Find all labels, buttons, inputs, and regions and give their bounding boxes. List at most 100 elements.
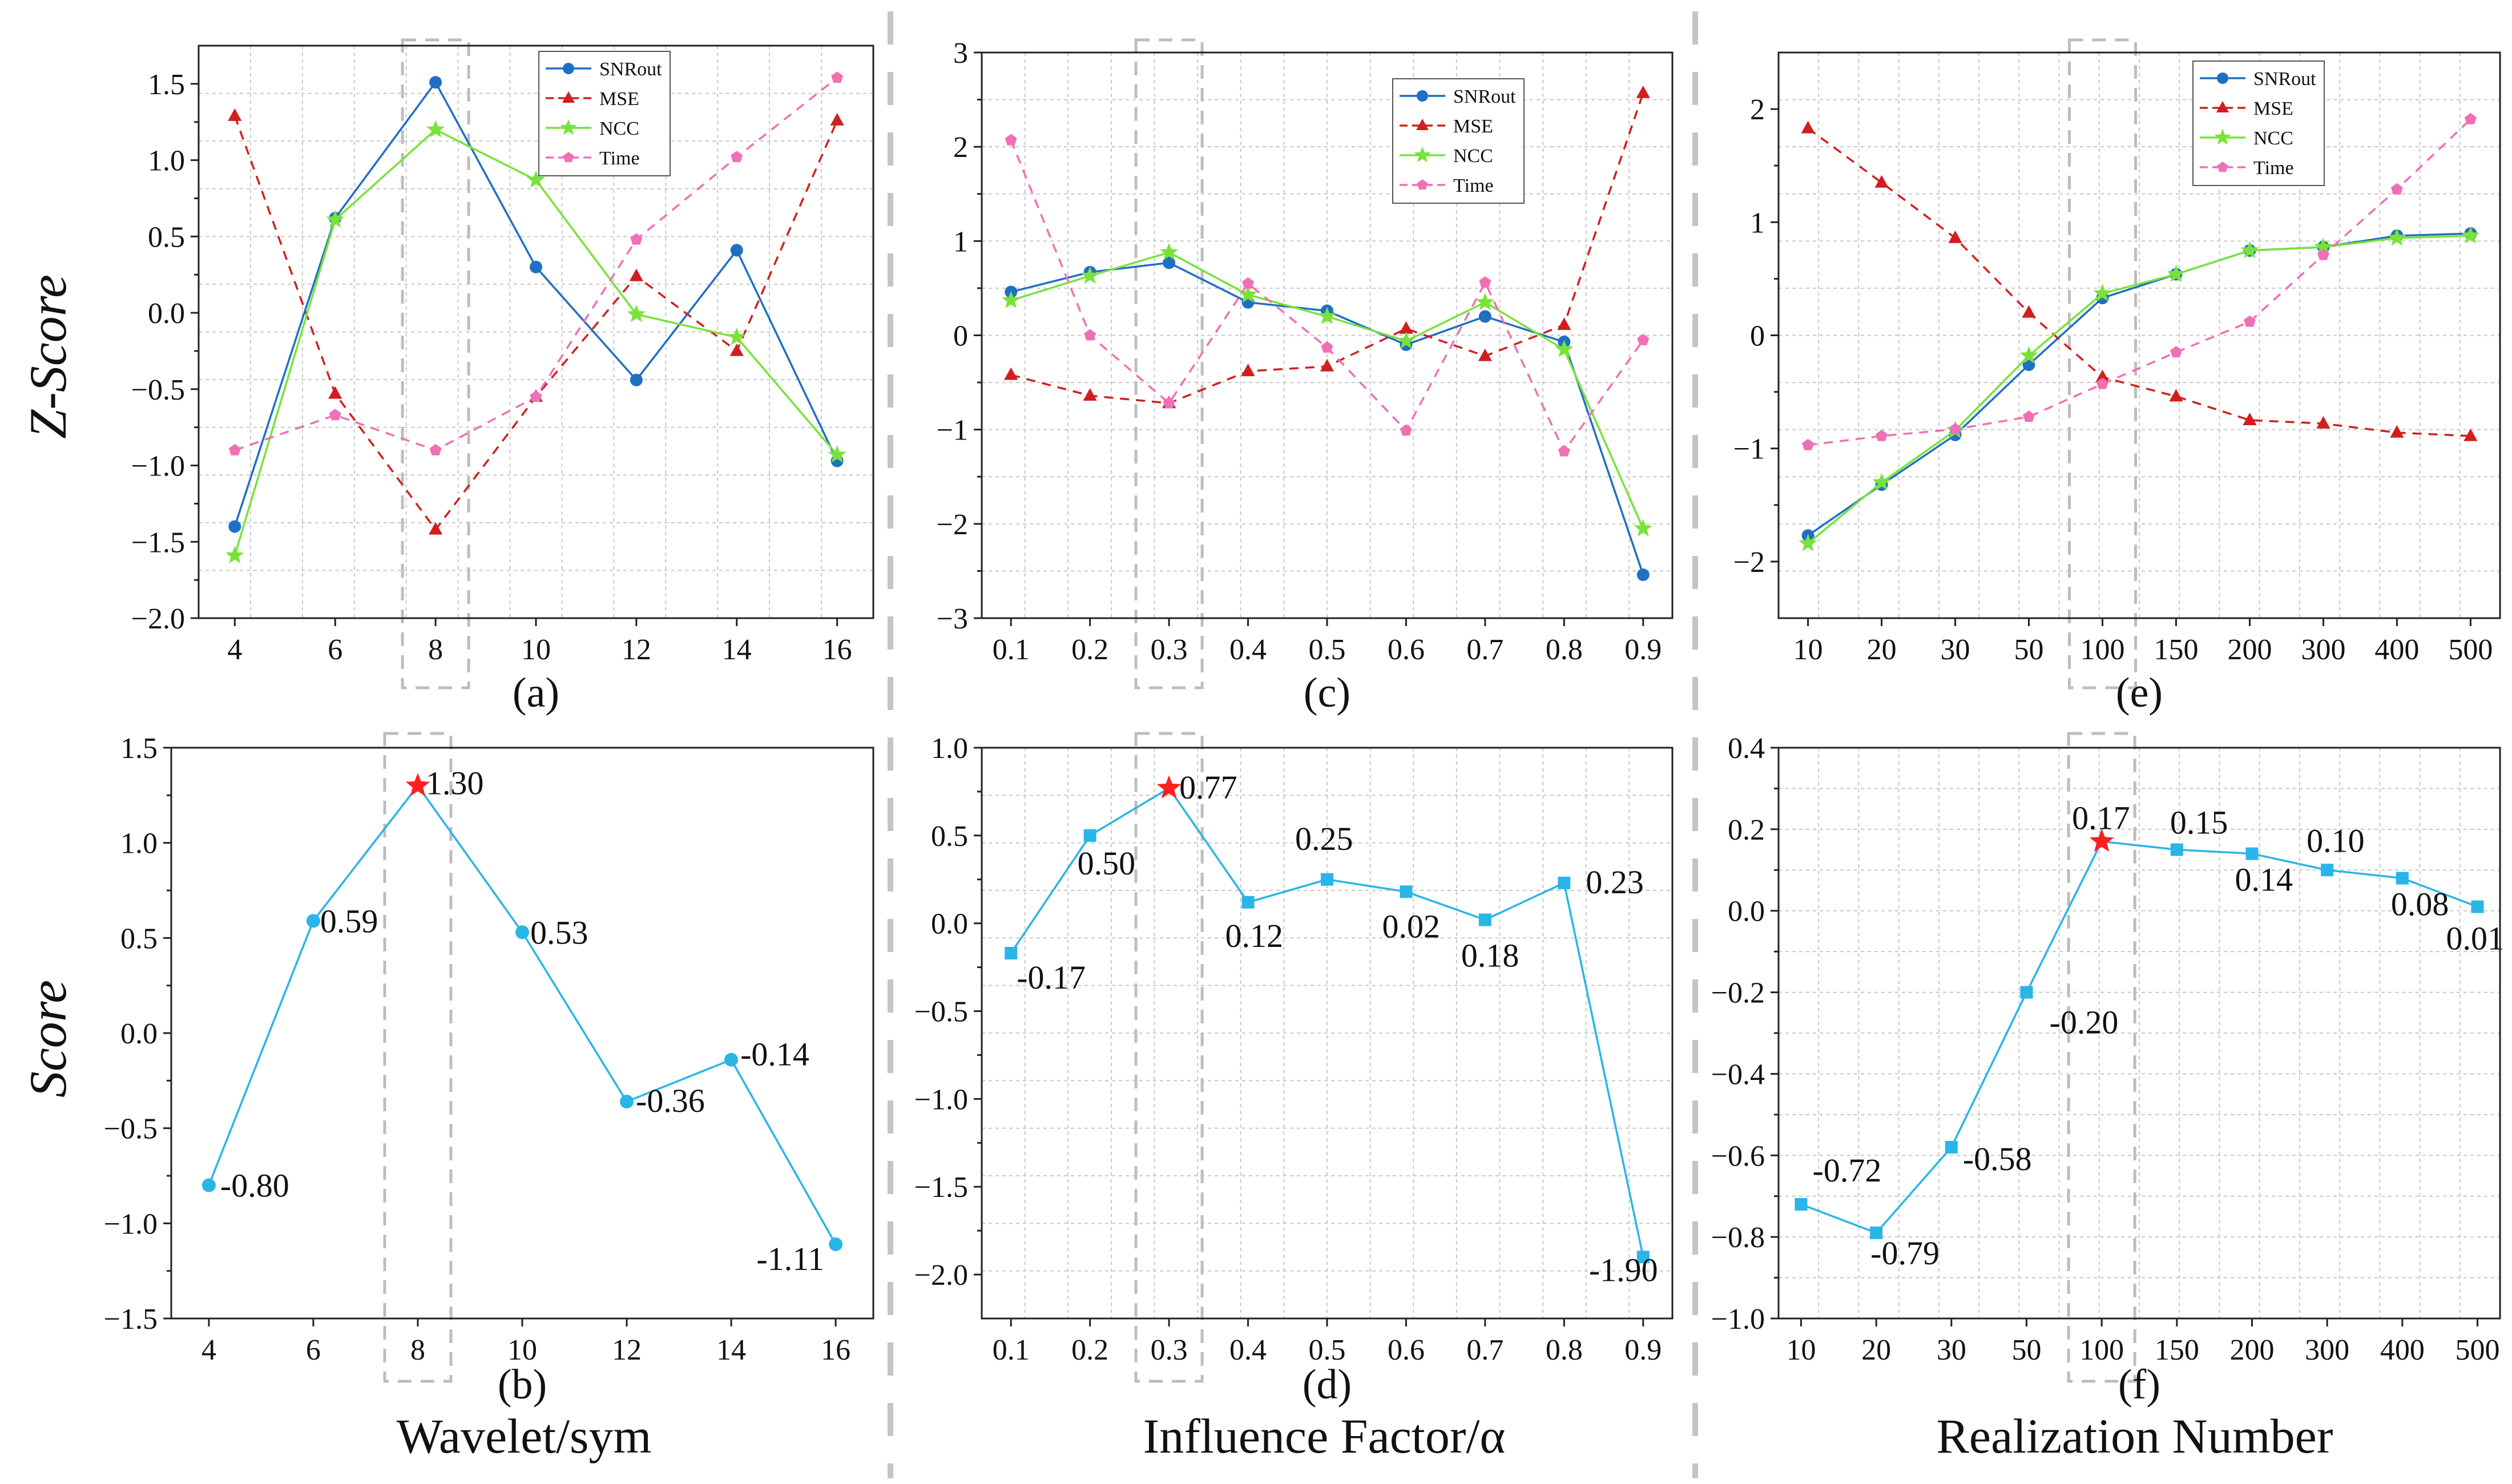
x-tick-label: 30 — [1941, 634, 1970, 666]
data-point-mse — [1801, 120, 1815, 134]
series-line-mse — [1807, 127, 2471, 437]
highlight-box — [2068, 38, 2138, 689]
data-point-score — [2396, 872, 2409, 885]
y-tick-label: −1.0 — [131, 450, 185, 483]
y-tick-label: 0.2 — [1728, 814, 1765, 846]
panel-a: −2.0 −1.5 −1.0 −0.5 0.0 0.5 1.0 1.5 4 6 8 10 12 14 16 (… — [131, 38, 874, 716]
data-point-ncc — [2240, 241, 2259, 259]
data-point-score — [1005, 947, 1018, 959]
panel-c: −3 −2 −1 0 1 2 3 0.1 0.2 0.3 0.4 0.5 0.6 0.7 0.8 0.9 (c)… — [937, 37, 1674, 716]
data-point-mse — [328, 386, 342, 399]
legend-label-snrout: SNRout — [2253, 68, 2316, 90]
x-tick-label: 10 — [1793, 634, 1823, 666]
x-tick-label: 12 — [612, 1334, 642, 1366]
data-point-time — [1084, 329, 1096, 341]
data-label: -1.11 — [756, 1240, 824, 1277]
x-tick-label: 10 — [1787, 1334, 1816, 1366]
data-point-score — [2170, 843, 2183, 856]
data-point-time — [1321, 341, 1333, 353]
x-tick-label: 14 — [716, 1334, 746, 1366]
x-tick-label: 0.4 — [1229, 634, 1267, 666]
y-tick-label: 0.0 — [1728, 896, 1765, 928]
x-tick-label: 20 — [1867, 634, 1897, 666]
x-tick-label: 12 — [622, 634, 651, 666]
panel-label: (b) — [498, 1361, 547, 1408]
data-point-score — [2321, 864, 2334, 877]
data-point-score — [2020, 986, 2033, 999]
y-tick-label: −1 — [937, 414, 968, 447]
data-point-score — [1241, 896, 1255, 909]
x-tick-label: 16 — [821, 1334, 850, 1366]
data-label: 0.77 — [1179, 769, 1237, 806]
legend-label-mse: MSE — [599, 88, 639, 110]
data-point-ncc — [1799, 534, 1817, 551]
legend-label-mse: MSE — [2253, 98, 2293, 119]
x-tick-label: 8 — [428, 634, 443, 666]
data-point-time — [2391, 183, 2403, 195]
legend: SNRout MSE NCC Time — [1392, 78, 1525, 204]
y-tick-label: −1.0 — [914, 1083, 968, 1116]
data-point-mse — [1874, 175, 1889, 188]
data-point-snrout — [530, 260, 542, 273]
series-mse — [1801, 120, 2478, 441]
data-point-score — [201, 1178, 216, 1192]
data-point-mse — [1004, 367, 1018, 380]
data-point-ncc — [2167, 264, 2186, 283]
legend-label-mse: MSE — [1453, 116, 1493, 137]
y-tick-label: 0.0 — [931, 908, 968, 941]
y-tick-label: 0.0 — [148, 297, 185, 330]
series-ncc — [225, 120, 846, 563]
y-tick-label: 1 — [1750, 207, 1765, 239]
y-tick-label: −1.0 — [104, 1208, 158, 1240]
data-point-mse — [2095, 369, 2110, 382]
grid-lines — [199, 46, 873, 618]
data-point-mse — [1478, 348, 1492, 361]
data-point-mse — [629, 268, 643, 281]
y-tick-label: −1.5 — [914, 1171, 968, 1204]
data-point-ncc — [2019, 346, 2038, 364]
data-point-ncc — [627, 304, 646, 322]
data-label: -0.80 — [220, 1167, 289, 1204]
panel-label: (f) — [2118, 1361, 2160, 1408]
legend: SNRout MSE NCC Time — [538, 51, 671, 176]
data-point-snrout — [228, 520, 241, 533]
data-point-mse — [2169, 389, 2183, 402]
highlight-box — [383, 732, 453, 1383]
data-point-mse — [1948, 230, 1962, 243]
x-tick-label: 30 — [1937, 1334, 1966, 1366]
y-tick-label: −0.5 — [104, 1113, 158, 1146]
series-time — [1802, 112, 2477, 450]
y-tick-label: −2.0 — [131, 603, 185, 635]
legend-box — [538, 51, 671, 176]
x-tick-label: 50 — [2014, 634, 2044, 666]
data-point-mse — [729, 343, 744, 356]
data-point-time — [1400, 424, 1412, 436]
series-line-snrout — [1807, 232, 2471, 537]
legend-marker-snrout — [1417, 90, 1428, 102]
legend-label-time: Time — [599, 148, 640, 169]
data-label: -0.79 — [1870, 1235, 1940, 1272]
y-tick-label: 0.5 — [148, 221, 185, 253]
y-tick-label: −2 — [1733, 546, 1765, 579]
x-tick-label: 500 — [2448, 634, 2493, 666]
data-label: -0.72 — [1813, 1152, 1882, 1189]
x-tick-label: 200 — [2230, 1334, 2275, 1366]
y-tick-label: −0.6 — [1711, 1140, 1765, 1172]
y-tick-label: 1 — [953, 225, 968, 258]
data-point-mse — [2316, 416, 2330, 429]
data-point-mse — [2463, 428, 2478, 441]
data-point-mse — [228, 108, 242, 121]
data-point-score — [1636, 1251, 1650, 1264]
data-label: 0.01 — [2446, 920, 2505, 957]
x-tick-label: 4 — [227, 634, 242, 666]
x-tick-label: 0.6 — [1388, 1334, 1425, 1366]
data-point-ncc — [1080, 266, 1099, 284]
top-y-axis-title: Z-Score — [19, 275, 77, 439]
x-tick-label: 0.9 — [1624, 1334, 1662, 1366]
data-point-time — [329, 409, 341, 421]
data-point-time — [731, 151, 743, 163]
x-tick-label: 8 — [410, 1334, 425, 1366]
plot-frame — [170, 747, 874, 1320]
x-tick-label: 6 — [306, 1334, 321, 1366]
data-point-ncc — [1475, 292, 1494, 310]
